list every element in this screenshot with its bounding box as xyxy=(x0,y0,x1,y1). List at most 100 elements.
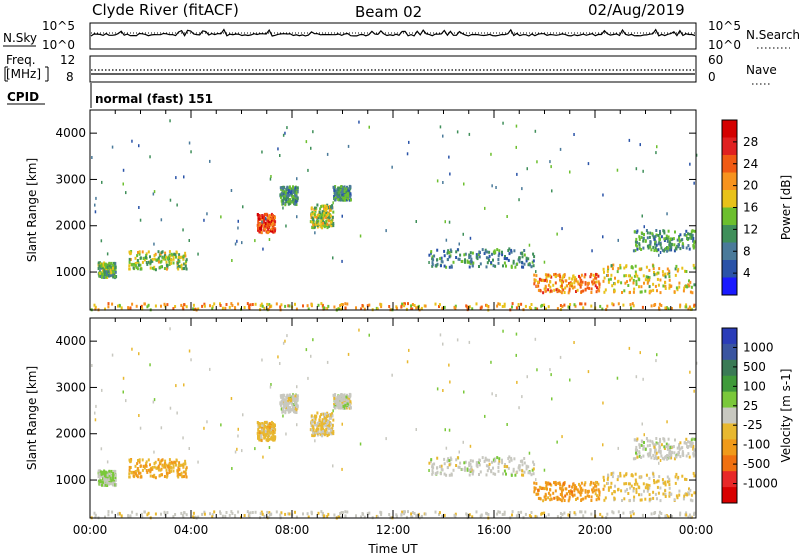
echo-cell xyxy=(331,414,334,418)
echo-cell xyxy=(523,262,526,266)
echo-cell xyxy=(603,276,606,280)
echo-cell xyxy=(660,443,663,447)
echo-cell xyxy=(280,403,282,407)
echo-cell xyxy=(172,255,175,259)
echo-cell xyxy=(95,404,97,408)
echo-cell xyxy=(322,425,325,428)
echo-cell xyxy=(405,515,408,519)
echo-cell xyxy=(104,515,106,519)
echo-cell xyxy=(576,488,579,492)
colorbar-tick-label: 4 xyxy=(743,266,751,280)
echo-cell xyxy=(105,270,108,274)
echo-cell xyxy=(560,492,563,496)
velocity-echo-layer xyxy=(90,327,698,520)
echo-cell xyxy=(646,236,649,240)
echo-cell xyxy=(292,190,295,194)
echo-cell xyxy=(619,474,622,478)
echo-cell xyxy=(166,511,169,515)
echo-cell xyxy=(573,511,576,515)
echo-cell xyxy=(647,275,649,279)
echo-cell xyxy=(647,483,649,487)
echo-cell xyxy=(188,447,190,450)
echo-cell xyxy=(503,510,506,514)
echo-cell xyxy=(507,466,510,470)
echo-cell xyxy=(320,413,323,417)
echo-cell xyxy=(114,270,117,274)
echo-cell xyxy=(510,265,513,269)
echo-cell xyxy=(113,481,116,485)
echo-cell xyxy=(567,291,570,295)
echo-cell xyxy=(182,515,185,519)
echo-cell xyxy=(328,432,331,436)
echo-cell xyxy=(517,303,520,306)
echo-cell xyxy=(319,224,322,228)
echo-cell xyxy=(139,263,142,267)
echo-cell xyxy=(337,196,340,199)
echo-cell xyxy=(231,259,233,262)
echo-cell xyxy=(447,457,450,461)
echo-cell xyxy=(521,473,523,477)
echo-cell xyxy=(336,403,339,407)
echo-cell xyxy=(683,233,686,237)
echo-cell xyxy=(638,445,641,449)
echo-cell xyxy=(271,430,274,434)
echo-cell xyxy=(428,461,431,465)
echo-cell xyxy=(531,468,534,472)
echo-cell xyxy=(312,223,315,227)
echo-cell xyxy=(323,514,325,518)
echo-cell xyxy=(344,302,347,306)
echo-cell xyxy=(249,511,252,515)
echo-cell xyxy=(113,273,116,277)
echo-cell xyxy=(478,473,480,476)
echo-cell xyxy=(655,437,658,440)
echo-cell xyxy=(444,220,446,224)
echo-cell xyxy=(110,474,113,478)
echo-cell xyxy=(685,511,688,515)
echo-cell xyxy=(177,475,180,479)
echo-cell xyxy=(110,266,113,270)
echo-cell xyxy=(327,423,330,427)
echo-cell xyxy=(102,272,104,276)
echo-cell xyxy=(562,274,565,278)
echo-cell xyxy=(431,463,434,467)
echo-cell xyxy=(693,303,696,307)
echo-cell xyxy=(436,179,439,183)
echo-cell xyxy=(107,513,110,517)
echo-cell xyxy=(503,465,506,468)
echo-cell xyxy=(613,497,616,501)
echo-cell xyxy=(282,414,284,418)
echo-cell xyxy=(134,472,137,476)
echo-cell xyxy=(405,307,408,311)
echo-cell xyxy=(688,492,691,496)
echo-cell xyxy=(344,514,347,518)
echo-cell xyxy=(532,472,535,476)
echo-cell xyxy=(567,499,570,503)
echo-cell xyxy=(228,305,231,309)
echo-cell xyxy=(105,264,108,268)
echo-cell xyxy=(380,305,383,309)
echo-cell xyxy=(632,486,635,490)
echo-cell xyxy=(94,305,97,309)
echo-cell xyxy=(570,283,573,287)
echo-cell xyxy=(447,249,450,253)
echo-cell xyxy=(169,254,172,258)
echo-cell xyxy=(521,255,524,259)
echo-cell xyxy=(164,512,167,516)
echo-cell xyxy=(164,304,167,308)
echo-cell xyxy=(669,237,672,241)
echo-cell xyxy=(462,232,464,236)
echo-cell xyxy=(636,229,639,233)
echo-cell xyxy=(536,284,538,288)
echo-cell xyxy=(326,422,329,425)
colorbar-band xyxy=(722,260,737,278)
echo-cell xyxy=(661,456,664,460)
echo-cell xyxy=(209,512,211,516)
echo-cell xyxy=(395,514,398,518)
echo-cell xyxy=(524,512,527,516)
echo-cell xyxy=(568,287,571,291)
echo-cell xyxy=(111,273,114,277)
echo-cell xyxy=(170,460,173,464)
echo-cell xyxy=(625,265,628,269)
echo-cell xyxy=(103,474,106,478)
echo-cell xyxy=(107,305,110,309)
